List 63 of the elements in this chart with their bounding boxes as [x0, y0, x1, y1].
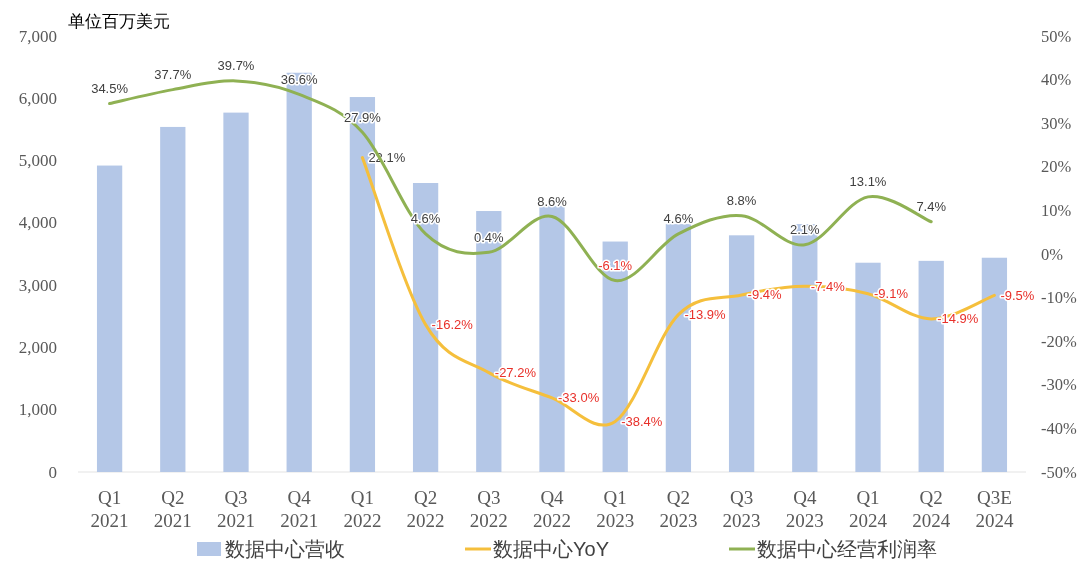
x-tick-label: Q2 2024 [912, 487, 951, 531]
x-tick-label: Q2 2022 [406, 487, 445, 531]
bar [223, 112, 249, 472]
data-label: -38.4% [621, 413, 663, 429]
y-tick-label: 3,000 [18, 275, 57, 295]
x-tick-label: Q4 2021 [280, 487, 319, 531]
y2-tick-label: 20% [1041, 157, 1072, 177]
y2-tick-label: -50% [1041, 462, 1077, 482]
y2-tick-label: 50% [1041, 26, 1072, 46]
x-tick-label: Q4 2023 [785, 487, 824, 531]
data-label: 4.6% [663, 211, 694, 227]
legend-label: 数据中心经营利润率 [756, 538, 937, 560]
data-label: 34.5% [91, 81, 129, 97]
y2-tick-label: -10% [1041, 288, 1077, 308]
data-label: 27.9% [343, 109, 382, 125]
x-tick-label: Q2 2021 [153, 487, 192, 531]
y2-tick-label: -40% [1041, 418, 1077, 438]
data-label: -9.4% [747, 287, 782, 303]
data-label: -6.1% [598, 258, 633, 274]
x-tick-label: Q4 2022 [533, 487, 571, 531]
x-tick-label: Q3 2021 [217, 487, 255, 531]
x-tick-label: Q2 2023 [659, 487, 698, 531]
y2-tick-label: 10% [1041, 200, 1072, 220]
y-tick-label: 0 [48, 462, 57, 482]
y-tick-label: 5,000 [18, 151, 57, 171]
y2-tick-label: 0% [1041, 244, 1064, 264]
y-tick-label: 2,000 [18, 337, 57, 357]
data-label: 37.7% [154, 67, 192, 83]
bar [96, 165, 123, 472]
y-axis-title: 单位百万美元 [68, 12, 170, 31]
y2-tick-label: -30% [1041, 375, 1077, 395]
y2-tick-label: 40% [1041, 70, 1072, 90]
legend-label: 数据中心营收 [225, 538, 346, 560]
data-label: 0.4% [473, 229, 505, 245]
data-label: 8.8% [726, 193, 757, 209]
data-label: 7.4% [916, 199, 947, 215]
y-tick-label: 4,000 [18, 213, 57, 233]
x-tick-label: Q1 2024 [849, 487, 888, 531]
data-label: -33.0% [558, 390, 600, 406]
x-tick-label: Q1 2021 [90, 487, 129, 531]
legend-label: 数据中心YoY [493, 538, 609, 560]
y-tick-label: 1,000 [18, 400, 57, 420]
y2-tick-label: 30% [1041, 113, 1072, 133]
x-tick-label: Q1 2023 [596, 487, 635, 531]
data-label: 39.7% [217, 58, 255, 74]
x-tick-label: Q3E 2024 [975, 487, 1014, 531]
bar [160, 126, 186, 472]
data-label: -9.5% [1000, 287, 1035, 303]
data-label: 13.1% [849, 174, 887, 190]
y-tick-label: 6,000 [18, 88, 57, 108]
data-label: 36.6% [280, 71, 319, 87]
data-label: -9.1% [874, 286, 909, 302]
data-label: 8.6% [537, 194, 568, 209]
y-tick-label: 7,000 [18, 26, 57, 46]
data-label: -16.2% [431, 317, 474, 333]
data-label: -27.2% [494, 365, 537, 381]
data-label: -14.9% [937, 311, 979, 327]
x-tick-label: Q3 2023 [722, 487, 761, 531]
data-label: -13.9% [684, 307, 727, 323]
data-label: 2.1% [789, 222, 821, 238]
y2-tick-label: -20% [1041, 331, 1077, 351]
x-tick-label: Q3 2022 [469, 487, 508, 531]
x-tick-label: Q1 2022 [343, 487, 382, 531]
